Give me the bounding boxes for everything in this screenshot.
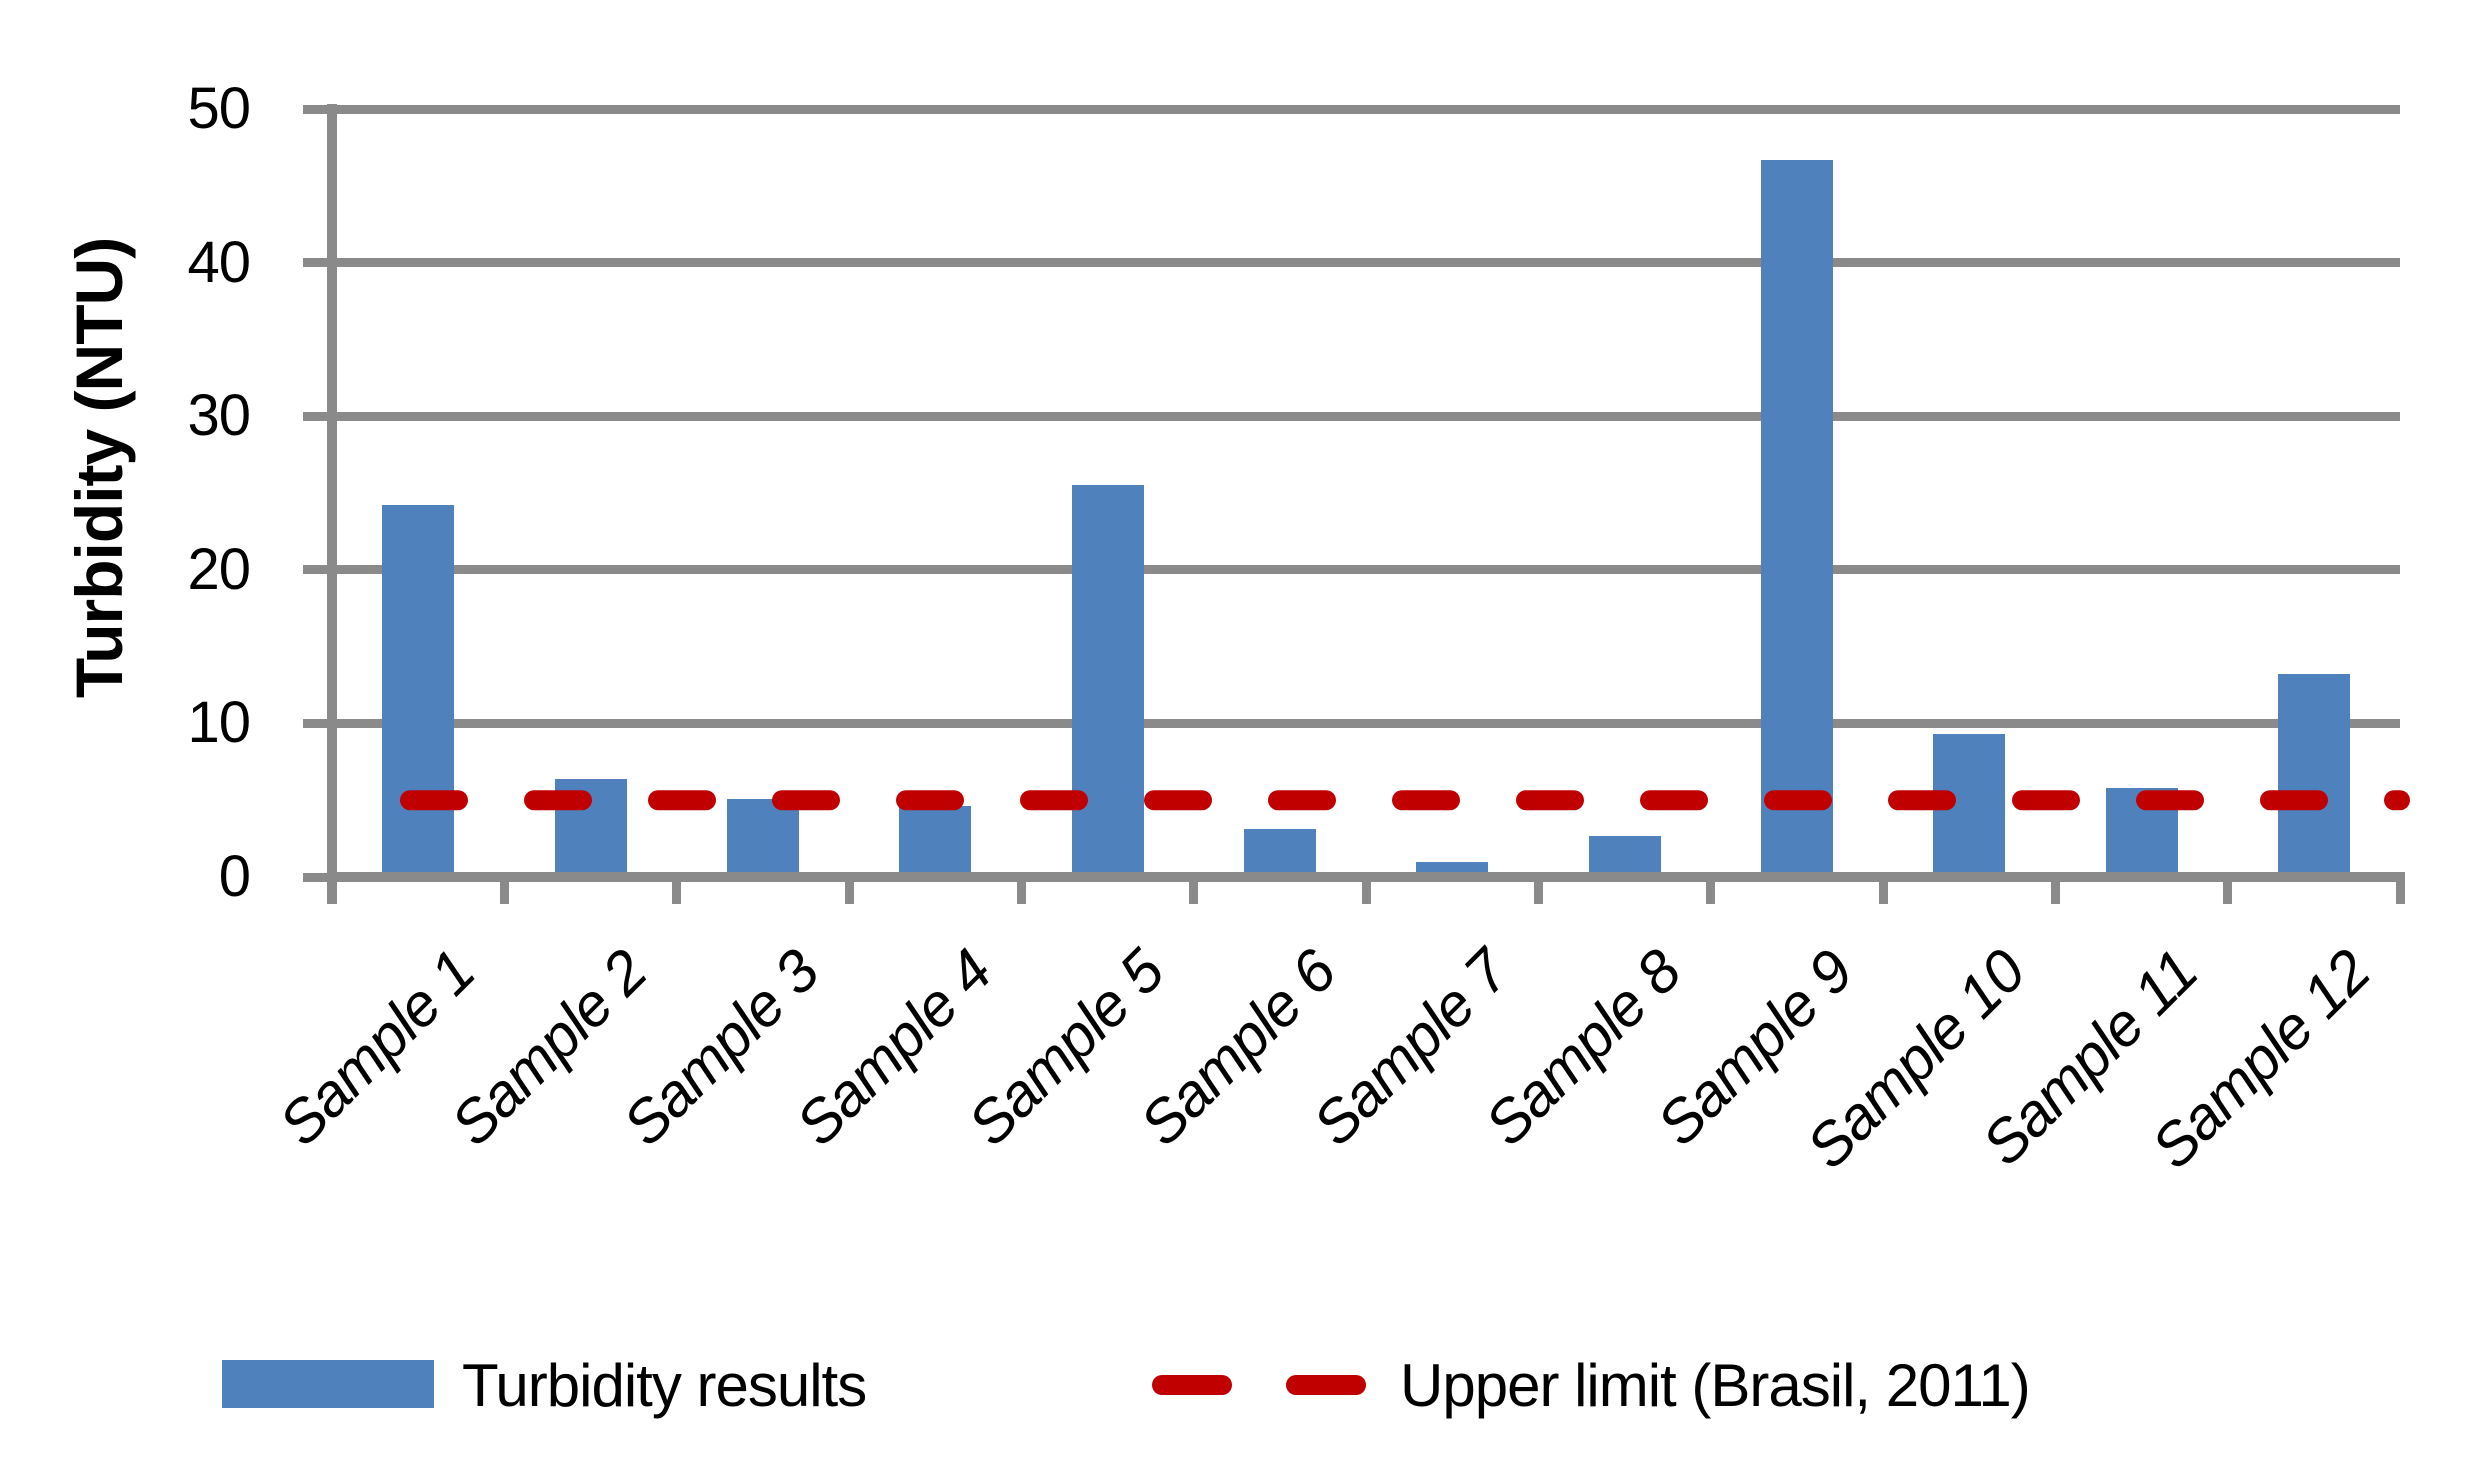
y-axis-tick — [303, 104, 337, 114]
y-axis-tick — [303, 718, 337, 728]
x-axis-tick — [2223, 877, 2233, 904]
x-axis-tick — [1533, 877, 1543, 904]
bar-sample-8 — [1589, 836, 1661, 877]
legend-label-upper-limit: Upper limit (Brasil, 2011) — [1400, 1352, 2031, 1419]
bar-sample-3 — [727, 799, 799, 877]
bar-sample-6 — [1244, 829, 1316, 877]
legend-dash-icon — [1286, 1375, 1366, 1395]
x-axis-tick — [2395, 877, 2405, 904]
legend-dash-icon — [1152, 1375, 1232, 1395]
bar-sample-9 — [1761, 160, 1833, 877]
x-axis-tick — [672, 877, 682, 904]
gridline-20 — [332, 565, 2400, 575]
y-axis-tick — [303, 258, 337, 268]
bar-sample-4 — [899, 806, 971, 877]
gridline-10 — [332, 718, 2400, 728]
x-axis-tick — [499, 877, 509, 904]
y-axis-line — [327, 104, 337, 904]
y-tick-label: 40 — [187, 229, 251, 295]
y-axis-tick — [303, 411, 337, 421]
x-axis-tick — [2050, 877, 2060, 904]
x-axis-tick — [1189, 877, 1199, 904]
x-axis-tick — [1878, 877, 1888, 904]
x-axis-tick — [1361, 877, 1371, 904]
bar-sample-5 — [1072, 485, 1144, 877]
legend-turbidity-swatch-icon — [222, 1360, 434, 1408]
gridline-50 — [332, 104, 2400, 114]
bar-sample-12 — [2278, 674, 2350, 877]
x-axis-tick — [1706, 877, 1716, 904]
gridline-40 — [332, 258, 2400, 268]
bar-sample-1 — [382, 505, 454, 877]
y-tick-label: 20 — [187, 536, 251, 602]
y-tick-label: 10 — [187, 690, 251, 756]
y-axis-tick — [303, 872, 337, 882]
x-axis-tick — [844, 877, 854, 904]
y-tick-label: 0 — [218, 844, 251, 909]
x-axis-line — [327, 872, 2405, 882]
x-axis-tick — [1016, 877, 1026, 904]
y-axis-tick — [303, 565, 337, 575]
y-tick-label: 30 — [187, 383, 251, 449]
legend-label-turbidity: Turbidity results — [462, 1352, 867, 1419]
gridline-30 — [332, 411, 2400, 421]
y-tick-label: 50 — [187, 76, 251, 141]
